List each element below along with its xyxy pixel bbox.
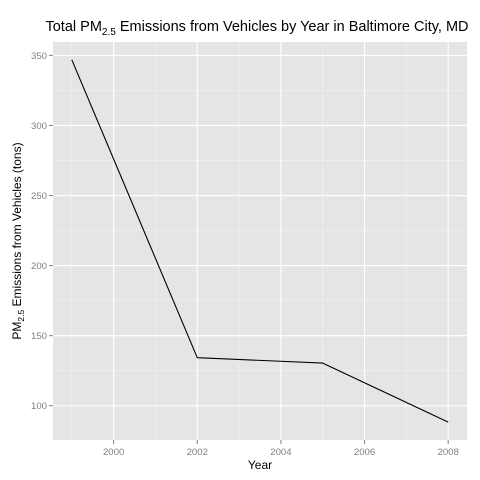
x-tick-label: 2008 bbox=[438, 447, 459, 458]
x-tick-label: 2002 bbox=[187, 447, 208, 458]
y-tick-label: 250 bbox=[31, 191, 47, 202]
y-tick-label: 200 bbox=[31, 261, 47, 272]
x-axis-title: Year bbox=[248, 458, 272, 472]
grid-minor-lines bbox=[53, 42, 467, 440]
y-axis-ticks: 100 150 200 250 300 350 bbox=[31, 51, 53, 412]
y-tick-label: 350 bbox=[31, 51, 47, 62]
chart-title-subscript: 2.5 bbox=[102, 27, 116, 38]
x-axis-ticks: 2000 2002 2004 2006 2008 bbox=[103, 440, 459, 458]
y-axis-title-suffix: Emissions from Vehicles (tons) bbox=[10, 142, 24, 309]
y-tick-label: 100 bbox=[31, 401, 47, 412]
x-tick-label: 2006 bbox=[354, 447, 375, 458]
series-line bbox=[71, 59, 449, 423]
x-tick-label: 2000 bbox=[103, 447, 124, 458]
y-tick-label: 300 bbox=[31, 121, 47, 132]
x-tick-label: 2004 bbox=[270, 447, 292, 458]
chart-title-prefix: Total PM bbox=[45, 19, 101, 35]
y-axis-title: PM2.5 Emissions from Vehicles (tons) bbox=[10, 142, 26, 339]
grid-major-lines bbox=[53, 42, 467, 440]
y-axis-title-subscript: 2.5 bbox=[16, 310, 26, 322]
plot-panel bbox=[53, 42, 467, 440]
chart-title: Total PM2.5 Emissions from Vehicles by Y… bbox=[45, 19, 468, 38]
y-tick-label: 150 bbox=[31, 331, 47, 342]
chart-title-suffix: Emissions from Vehicles by Year in Balti… bbox=[116, 19, 469, 35]
series-layer bbox=[71, 59, 449, 423]
y-axis-title-prefix: PM bbox=[10, 322, 24, 340]
